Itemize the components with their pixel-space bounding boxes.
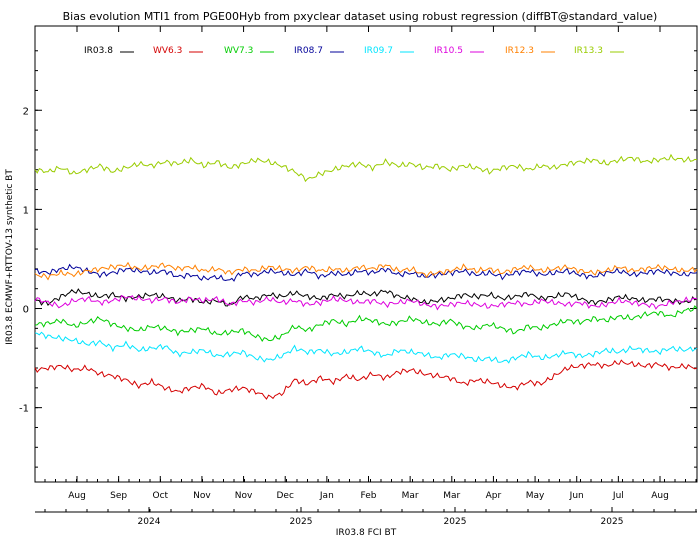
x-month-label: Apr bbox=[486, 491, 502, 501]
x-month-label: Jul bbox=[612, 491, 624, 501]
legend-label: IR08.7 bbox=[294, 46, 323, 56]
x-month-label: Jan bbox=[319, 491, 334, 501]
year-tick-label: 2025 bbox=[601, 517, 624, 527]
y-axis-ticks: 2 1 0 -1 bbox=[19, 50, 697, 468]
x-axis-label: IR03.8 FCI BT bbox=[336, 528, 397, 538]
legend-label: IR09.7 bbox=[364, 46, 393, 56]
x-month-label: Mar bbox=[402, 491, 419, 501]
series-line-ir123 bbox=[34, 261, 698, 281]
x-month-label: Oct bbox=[153, 491, 169, 501]
x-month-label: Aug bbox=[68, 491, 86, 501]
x-axis-year-ticks: 2024 2025 2025 2025 bbox=[44, 507, 697, 527]
legend-label: WV7.3 bbox=[224, 46, 253, 56]
x-month-label: May bbox=[526, 491, 545, 501]
series-line-ir133 bbox=[34, 153, 698, 183]
series-line-wv63 bbox=[34, 359, 698, 400]
y-axis-label: IR03.8 ECMWF+RTTOV-13 synthetic BT bbox=[5, 169, 15, 345]
x-month-label: Aug bbox=[651, 491, 669, 501]
legend: IR03.8 WV6.3 WV7.3 IR08.7 IR09.7 IR10.5 IR12.3… bbox=[84, 46, 624, 56]
series-line-wv73 bbox=[34, 305, 698, 342]
x-month-label: Dec bbox=[277, 491, 294, 501]
plot-frame bbox=[34, 25, 698, 483]
x-month-label: Jun bbox=[569, 491, 584, 501]
year-tick-label: 2024 bbox=[138, 517, 161, 527]
series-line-ir105 bbox=[34, 294, 698, 311]
y-tick-label: 0 bbox=[23, 305, 29, 316]
x-month-label: Feb bbox=[361, 491, 377, 501]
x-month-label: Sep bbox=[110, 491, 127, 501]
chart-title: Bias evolution MTI1 from PGE00Hyb from p… bbox=[63, 10, 658, 23]
x-month-label: Nov bbox=[193, 491, 211, 501]
series-lines bbox=[34, 153, 698, 400]
year-tick-label: 2025 bbox=[444, 517, 467, 527]
legend-label: IR13.3 bbox=[574, 46, 603, 56]
y-tick-label: 1 bbox=[23, 205, 29, 216]
legend-label: WV6.3 bbox=[153, 46, 182, 56]
legend-label: IR10.5 bbox=[434, 46, 463, 56]
series-line-ir087 bbox=[34, 263, 698, 282]
y-tick-label: -1 bbox=[19, 404, 29, 415]
x-month-label: Mar bbox=[443, 491, 460, 501]
x-axis-month-ticks: Aug Sep Oct Nov Nov Dec Jan Feb Mar Mar Apr May Jun J… bbox=[44, 26, 697, 501]
x-month-label: Nov bbox=[235, 491, 253, 501]
year-tick-label: 2025 bbox=[290, 517, 313, 527]
series-line-ir038 bbox=[34, 288, 698, 307]
legend-label: IR12.3 bbox=[505, 46, 534, 56]
series-line-ir097 bbox=[34, 331, 698, 364]
y-tick-label: 2 bbox=[23, 106, 29, 117]
legend-label: IR03.8 bbox=[84, 46, 113, 56]
